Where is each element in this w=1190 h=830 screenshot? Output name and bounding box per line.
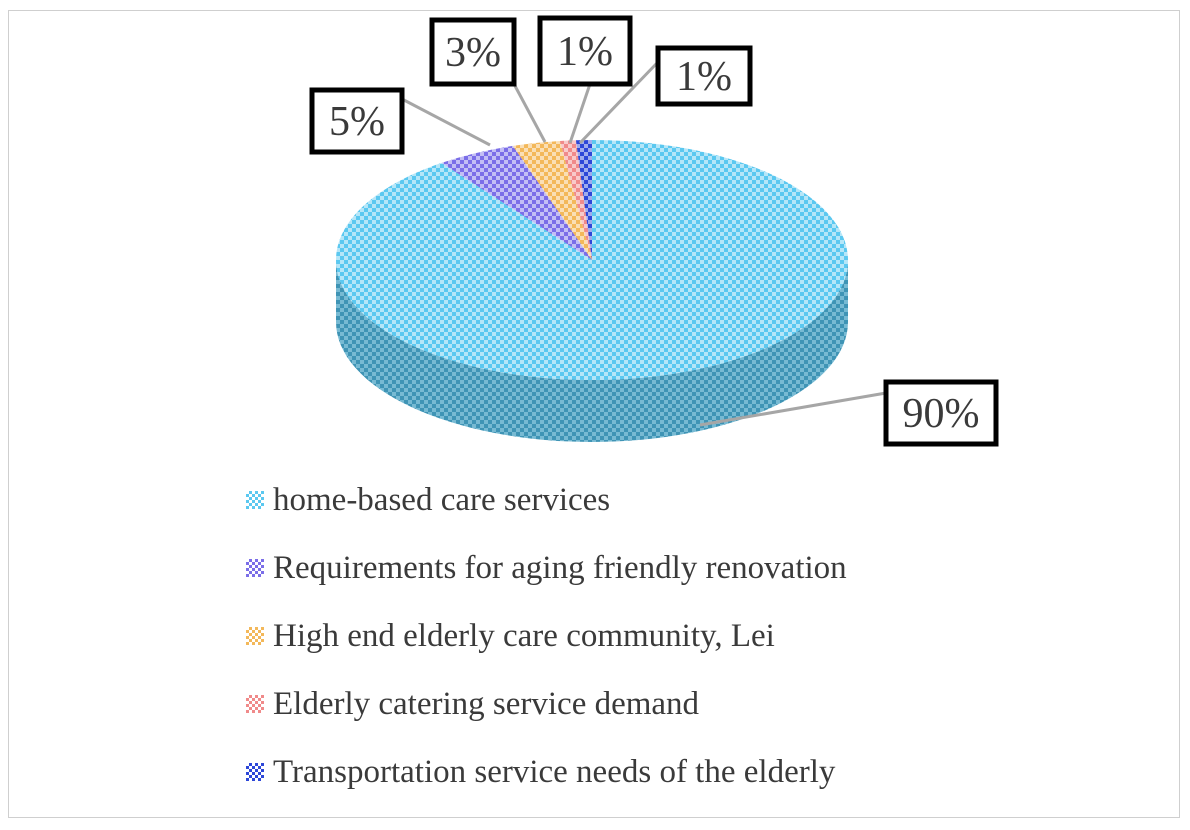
data-label: 5% (329, 99, 385, 145)
legend-item: home-based care services (246, 466, 847, 534)
leader-line (699, 391, 887, 427)
pie-slice (575, 140, 592, 260)
legend-item: Elderly catering service demand (246, 670, 847, 738)
legend-label: home-based care services (273, 481, 611, 518)
legend-item: Requirements for aging friendly renovati… (246, 534, 847, 602)
pie-slice (512, 140, 592, 260)
data-label: 1% (676, 54, 732, 100)
data-label-box (655, 45, 753, 107)
pie-side-wall (336, 260, 848, 442)
leader-line (401, 97, 491, 147)
data-label-box (537, 15, 633, 87)
pie-slice (559, 140, 592, 260)
data-label: 1% (557, 29, 613, 75)
legend-label: Requirements for aging friendly renovati… (273, 549, 847, 586)
data-label-box (309, 87, 405, 155)
legend-label: High end elderly care community, Lei (273, 617, 775, 654)
legend-swatch-icon (246, 695, 264, 713)
legend-swatch-icon (246, 491, 264, 509)
legend-swatch-icon (246, 559, 264, 577)
legend: home-based care services Requirements fo… (246, 466, 847, 806)
pie-slice (335, 140, 848, 380)
leader-line (568, 83, 592, 144)
legend-swatch-icon (246, 763, 264, 781)
data-label: 90% (903, 391, 980, 437)
legend-label: Elderly catering service demand (273, 685, 700, 722)
leader-line (512, 83, 547, 143)
data-label: 3% (445, 30, 501, 76)
data-label-box (883, 379, 999, 447)
leader-line (578, 60, 660, 145)
pie-slice (441, 145, 592, 260)
legend-label: Transportation service needs of the elde… (273, 753, 836, 790)
legend-item: Transportation service needs of the elde… (246, 738, 847, 806)
legend-swatch-icon (246, 627, 264, 645)
legend-item: High end elderly care community, Lei (246, 602, 847, 670)
data-label-box (429, 17, 517, 87)
